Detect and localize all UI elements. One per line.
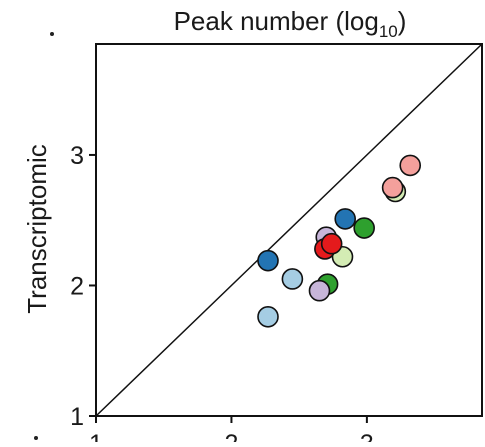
data-point	[334, 208, 357, 230]
plot-frame	[95, 43, 483, 417]
y-tick-label: 2	[70, 272, 84, 300]
chart-title-end: )	[398, 6, 407, 36]
x-tick-label: 1	[89, 430, 103, 442]
data-point	[399, 154, 422, 177]
chart-title: Peak number (log10)	[174, 6, 407, 41]
chart-title-subscript: 10	[379, 22, 398, 41]
data-point	[281, 268, 304, 290]
y-tick-label: 3	[70, 142, 84, 170]
data-point	[257, 249, 279, 272]
data-point	[353, 217, 375, 239]
data-points	[257, 154, 422, 328]
data-point	[381, 176, 404, 199]
panel-mark	[50, 32, 54, 36]
y-axis-label: Transcriptomic	[22, 144, 52, 314]
data-point	[308, 279, 331, 302]
x-ticks: 1 2 3	[89, 416, 374, 447]
data-point	[320, 232, 343, 255]
identity-line	[95, 43, 483, 417]
y-tick-label: 1	[70, 403, 84, 431]
data-point	[257, 305, 279, 328]
x-tick-label: 3	[360, 430, 374, 442]
y-ticks: 1 2 3	[70, 142, 96, 431]
panel-mark	[34, 436, 38, 440]
x-tick-label: 2	[224, 430, 238, 442]
